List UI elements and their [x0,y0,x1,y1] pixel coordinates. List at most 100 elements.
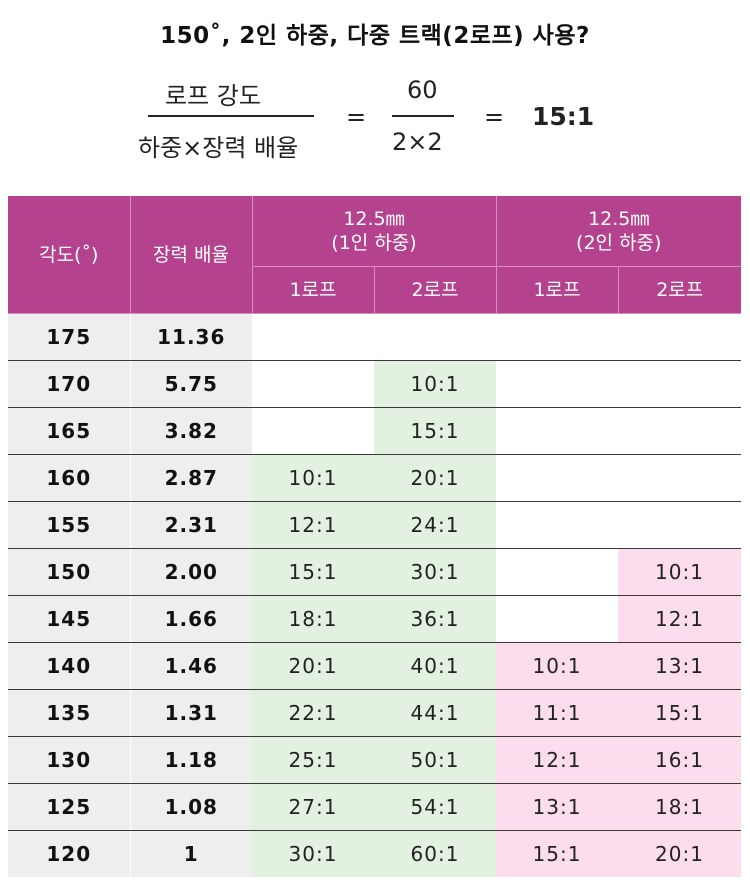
ratio-cell: 10:1 [374,360,496,408]
ratio-cell: 36:1 [374,595,496,643]
ratio-cell: 18:1 [618,783,741,831]
equals-sign-2: = [484,103,505,131]
ratio-cell [618,407,741,455]
formula-result: 15:1 [532,102,595,131]
ratio-cell [496,360,618,408]
ratio-cell: 25:1 [252,736,374,784]
table-body: 175 11.36 170 5.75 10:1 165 3.82 15:1 160 2.87 10:… [8,313,741,877]
formula-denominator-value: 2×2 [392,128,443,156]
table-row: 120 1 30:1 60:1 15:1 20:1 [8,830,741,877]
table-subheader-row: 1로프 2로프 1로프 2로프 [8,266,741,314]
angle-cell: 170 [8,360,131,408]
ratio-cell: 12:1 [252,501,374,549]
ratio-cell [252,313,374,361]
ratio-cell: 60:1 [374,830,496,877]
ratio-cell: 24:1 [374,501,496,549]
subheader-2-rope-a: 2로프 [374,266,497,314]
subheader-1-rope-b: 1로프 [496,266,619,314]
angle-cell: 150 [8,548,131,596]
table-row: 155 2.31 12:1 24:1 [8,501,741,549]
ratio-cell: 40:1 [374,642,496,690]
ratio-cell [496,548,618,596]
ratio-cell: 15:1 [252,548,374,596]
table-row: 145 1.66 18:1 36:1 12:1 [8,595,741,643]
ratio-cell: 50:1 [374,736,496,784]
table-row: 175 11.36 [8,313,741,361]
ratio-cell [618,313,741,361]
ratio-cell: 13:1 [618,642,741,690]
ratio-cell: 30:1 [374,548,496,596]
ratio-cell: 18:1 [252,595,374,643]
ratio-cell [496,501,618,549]
angle-cell: 175 [8,313,131,361]
angle-cell: 165 [8,407,131,455]
ratio-cell: 16:1 [618,736,741,784]
ratio-cell: 15:1 [618,689,741,737]
formula-numerator-value: 60 [407,76,438,104]
ratio-cell [496,407,618,455]
ratio-cell: 15:1 [496,830,618,877]
multiplier-cell: 1 [130,830,252,877]
angle-cell: 120 [8,830,131,877]
header-group-2: 12.5㎜ (2인 하중) [496,196,741,267]
multiplier-cell: 1.46 [130,642,252,690]
header-group-1-size: 12.5㎜ [343,208,405,230]
ratio-cell: 13:1 [496,783,618,831]
ratio-cell [496,595,618,643]
ratio-cell: 44:1 [374,689,496,737]
formula-denominator: 하중×장력 배율 [138,134,299,162]
table-row: 165 3.82 15:1 [8,407,741,455]
multiplier-cell: 2.87 [130,454,252,502]
table-row: 160 2.87 10:1 20:1 [8,454,741,502]
formula-numerator: 로프 강도 [165,82,261,110]
subheader-2-rope-b: 2로프 [618,266,741,314]
header-angle: 각도(˚) [8,196,131,314]
ratio-cell [374,313,496,361]
angle-cell: 130 [8,736,131,784]
multiplier-cell: 1.08 [130,783,252,831]
ratio-cell: 10:1 [496,642,618,690]
page-title: 150˚, 2인 하중, 다중 트랙(2로프) 사용? [160,23,590,49]
ratio-cell [496,313,618,361]
table-row: 150 2.00 15:1 30:1 10:1 [8,548,741,596]
ratio-cell [252,407,374,455]
multiplier-cell: 2.31 [130,501,252,549]
fraction-bar [148,115,314,117]
angle-cell: 160 [8,454,131,502]
header-group-1: 12.5㎜ (1인 하중) [252,196,497,267]
ratio-cell: 12:1 [618,595,741,643]
table-row: 130 1.18 25:1 50:1 12:1 16:1 [8,736,741,784]
multiplier-cell: 5.75 [130,360,252,408]
header-multiplier: 장력 배율 [130,196,253,314]
ratio-cell: 15:1 [374,407,496,455]
header-group-2-load: (2인 하중) [576,232,662,254]
ratio-cell: 10:1 [252,454,374,502]
ratio-cell [618,454,741,502]
ratio-cell: 20:1 [252,642,374,690]
tension-ratio-table: 각도(˚) 장력 배율 12.5㎜ (1인 하중) 12.5㎜ (2인 하중) … [8,196,741,877]
angle-cell: 135 [8,689,131,737]
table-header-row: 각도(˚) 장력 배율 12.5㎜ (1인 하중) 12.5㎜ (2인 하중) [8,196,741,314]
angle-cell: 125 [8,783,131,831]
ratio-cell [496,454,618,502]
ratio-cell: 30:1 [252,830,374,877]
multiplier-cell: 3.82 [130,407,252,455]
multiplier-cell: 1.31 [130,689,252,737]
table-row: 170 5.75 10:1 [8,360,741,408]
ratio-cell [252,360,374,408]
ratio-cell: 20:1 [618,830,741,877]
ratio-cell: 10:1 [618,548,741,596]
ratio-cell: 54:1 [374,783,496,831]
ratio-cell: 27:1 [252,783,374,831]
equals-sign: = [346,103,367,131]
header-group-1-load: (1인 하중) [331,232,417,254]
header-group-2-size: 12.5㎜ [588,208,650,230]
safety-ratio-formula: 로프 강도 하중×장력 배율 = 60 2×2 = 15:1 [0,0,750,180]
multiplier-cell: 1.66 [130,595,252,643]
multiplier-cell: 11.36 [130,313,252,361]
angle-cell: 155 [8,501,131,549]
angle-cell: 140 [8,642,131,690]
ratio-cell: 22:1 [252,689,374,737]
ratio-cell: 11:1 [496,689,618,737]
ratio-cell: 12:1 [496,736,618,784]
